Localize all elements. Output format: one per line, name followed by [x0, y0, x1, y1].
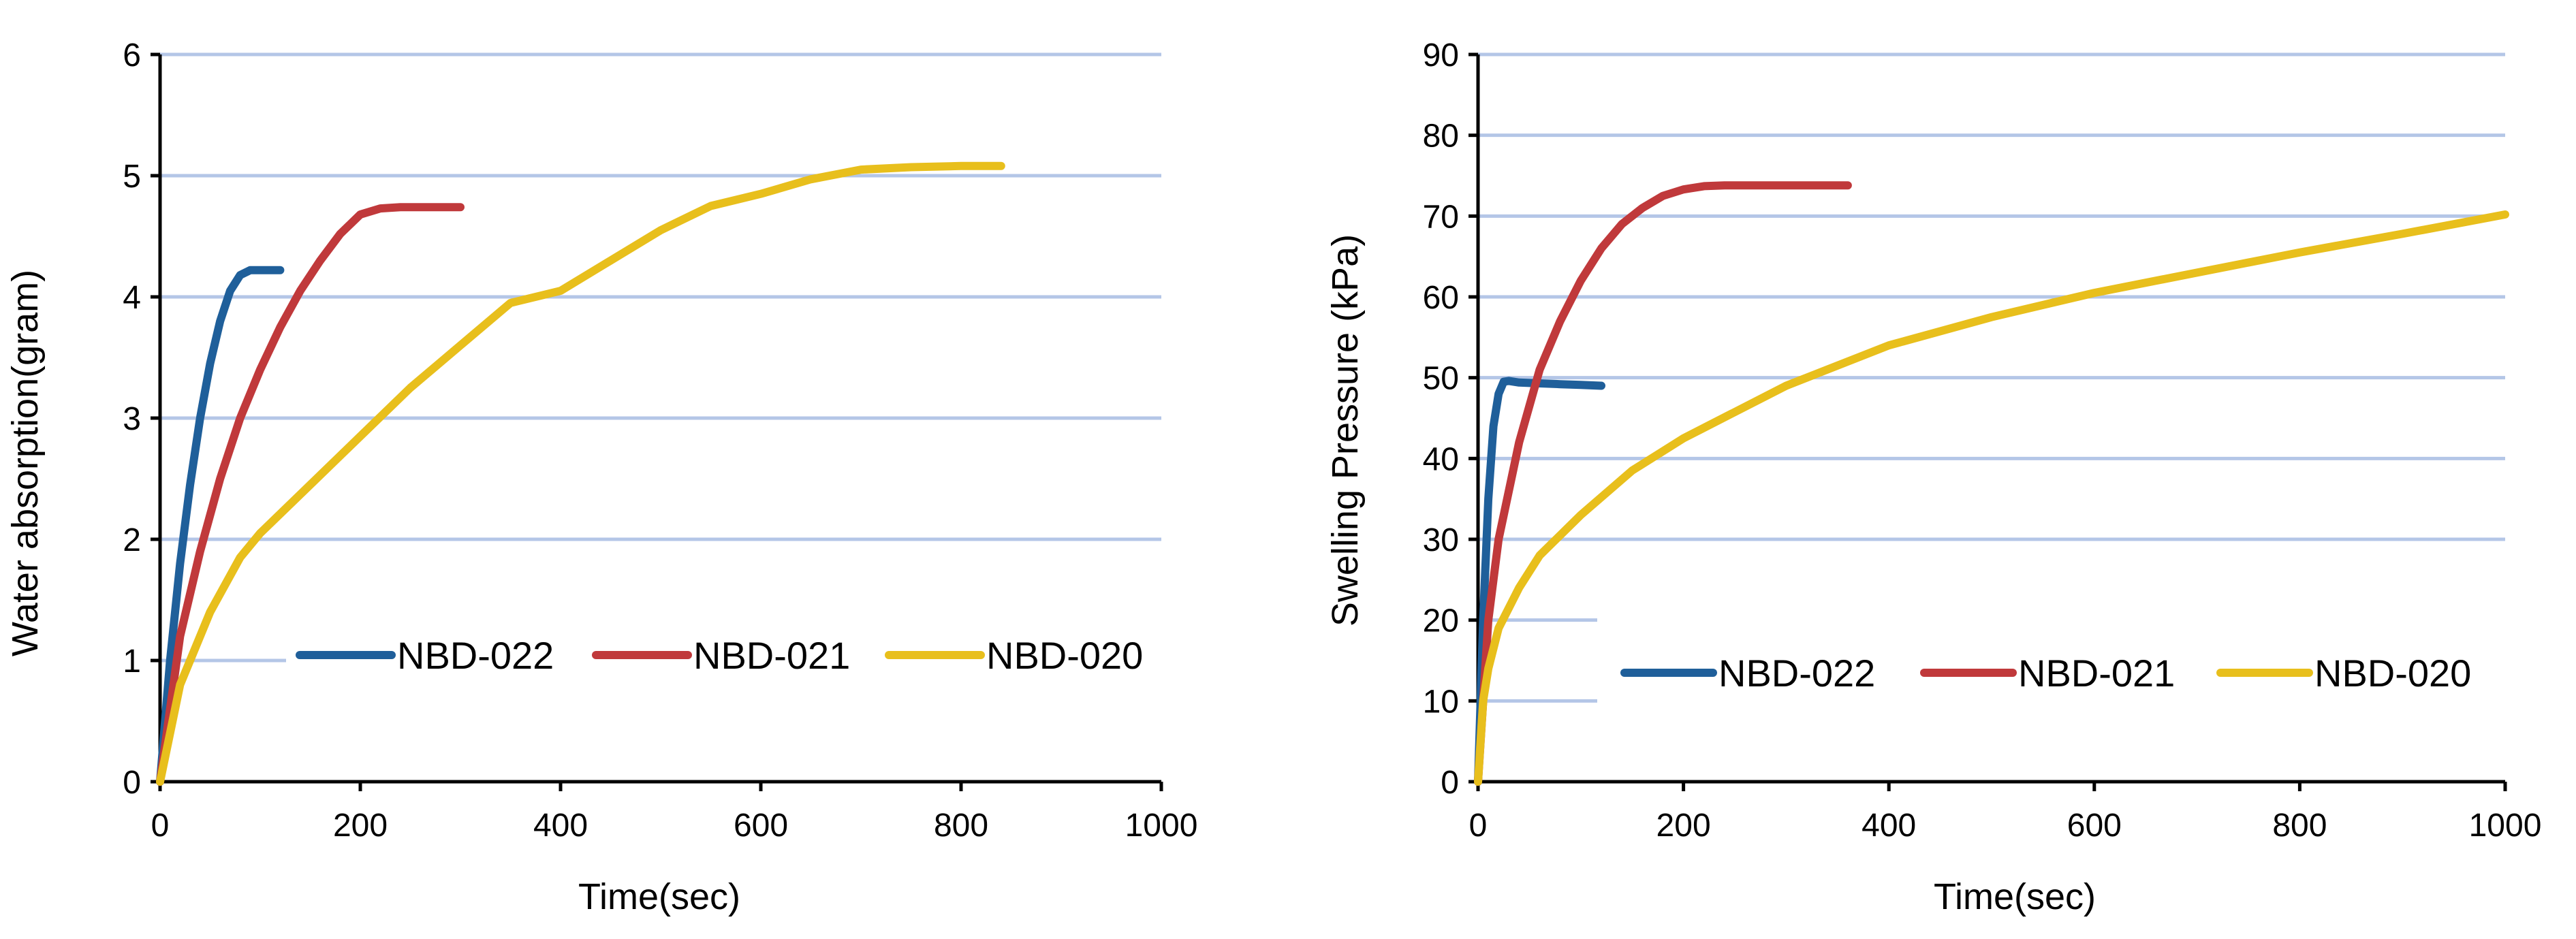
x-tick-label: 1000 [2469, 808, 2542, 844]
series-line-nbd-021 [156, 203, 465, 786]
series-line-nbd-020 [1474, 210, 2509, 786]
series-line-nbd-020 [156, 161, 1005, 786]
legend-label: NBD-022 [1718, 652, 1875, 695]
y-tick-label: 0 [123, 765, 141, 801]
y-tick-label: 20 [1423, 603, 1459, 639]
x-tick-label: 0 [1469, 808, 1488, 844]
y-tick-label: 6 [123, 37, 141, 74]
x-axis-title: Time(sec) [1934, 876, 2096, 917]
y-tick-label: 0 [1441, 765, 1459, 801]
series-line-nbd-022 [1474, 377, 1605, 786]
series-line-nbd-021 [1474, 181, 1852, 786]
y-tick-label: 90 [1423, 37, 1459, 74]
y-tick-label: 10 [1423, 684, 1459, 720]
y-tick-label: 40 [1423, 441, 1459, 477]
x-tick-label: 200 [1656, 808, 1711, 844]
legend-label: NBD-021 [693, 634, 850, 677]
legend-label: NBD-021 [2018, 652, 2175, 695]
x-tick-label: 400 [1862, 808, 1916, 844]
series-line-nbd-022 [156, 266, 285, 786]
x-tick-label: 1000 [1125, 808, 1198, 844]
y-tick-label: 30 [1423, 522, 1459, 558]
legend-label: NBD-022 [397, 634, 554, 677]
y-tick-label: 1 [123, 643, 141, 680]
x-tick-label: 800 [2272, 808, 2327, 844]
x-tick-label: 800 [934, 808, 988, 844]
y-tick-label: 5 [123, 159, 141, 195]
x-tick-label: 600 [734, 808, 788, 844]
swelling-pressure-chart: 0 10 20 30 40 50 60 70 80 90 0 200 400 600 800 1000 Time… [1325, 37, 2541, 917]
y-tick-label: 3 [123, 401, 141, 437]
legend-label: NBD-020 [986, 634, 1143, 677]
x-tick-label: 200 [333, 808, 388, 844]
y-tick-label: 60 [1423, 280, 1459, 316]
y-tick-label: 50 [1423, 361, 1459, 397]
y-tick-label: 2 [123, 522, 141, 558]
y-tick-label: 80 [1423, 118, 1459, 155]
x-axis-title: Time(sec) [578, 876, 740, 917]
legend-label: NBD-020 [2314, 652, 2471, 695]
y-tick-label: 70 [1423, 199, 1459, 235]
y-axis-title: Water absorption(gram) [5, 270, 46, 656]
x-tick-label: 0 [151, 808, 170, 844]
y-tick-label: 4 [123, 280, 141, 316]
water-absorption-chart: 0 1 2 3 4 5 6 0 200 400 600 800 1000 Time(sec) Water a… [5, 37, 1197, 917]
y-axis-title: Swelling Pressure (kPa) [1325, 234, 1366, 626]
x-tick-label: 400 [533, 808, 588, 844]
x-tick-label: 600 [2067, 808, 2122, 844]
